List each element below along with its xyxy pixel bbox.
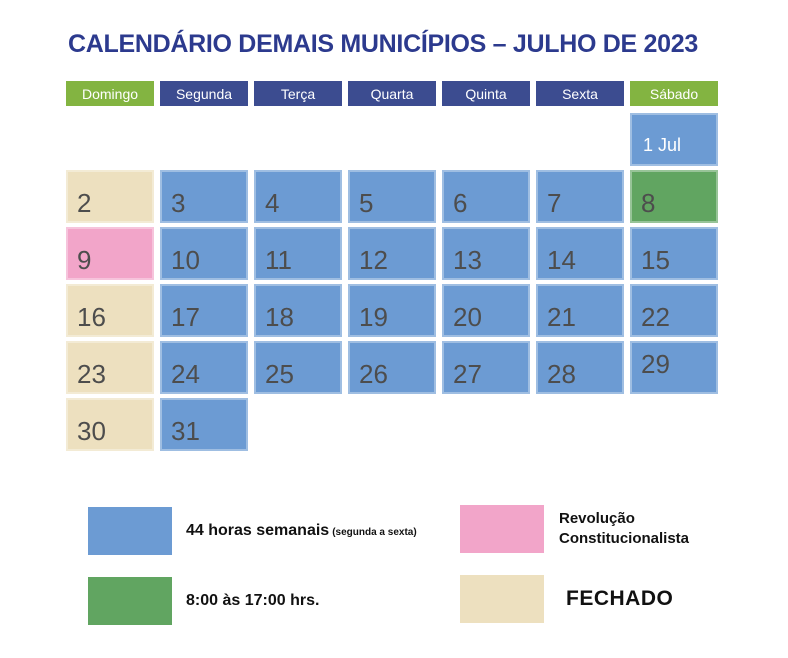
empty-cell (536, 398, 624, 451)
day-number: 31 (171, 416, 200, 446)
day-cell-19: 19 (348, 284, 436, 337)
day-number: 25 (265, 359, 294, 389)
empty-cell (630, 398, 718, 451)
empty-cell (66, 113, 154, 166)
legend-label-revolucao: Revolução Constitucionalista (559, 509, 690, 547)
day-cell-15: 15 (630, 227, 718, 280)
legend-note-segunda-a-sexta: (segunda a sexta) (332, 527, 417, 538)
day-number: 1 Jul (643, 135, 682, 155)
legend-text-44-horas: 44 horas semanais (segunda a sexta) (186, 522, 417, 540)
day-cell-21: 21 (536, 284, 624, 337)
day-number: 15 (641, 245, 670, 275)
legend-swatch-fechado (460, 575, 544, 623)
weekday-header-segunda: Segunda (160, 81, 248, 106)
day-number: 2 (77, 188, 92, 218)
calendar: Domingo Segunda Terça Quarta Quinta Sexta Sába… (66, 81, 718, 451)
day-number: 30 (77, 416, 106, 446)
day-cell-17: 17 (160, 284, 248, 337)
weekday-header-sabado: Sábado (630, 81, 718, 106)
empty-cell (160, 113, 248, 166)
day-cell-24: 24 (160, 341, 248, 394)
empty-cell (254, 113, 342, 166)
day-number: 21 (547, 302, 576, 332)
day-cell-29: 29 (630, 341, 718, 394)
day-number: 24 (171, 359, 200, 389)
day-cell-13: 13 (442, 227, 530, 280)
day-number: 29 (641, 349, 670, 379)
day-cell-20: 20 (442, 284, 530, 337)
empty-cell (348, 398, 436, 451)
day-number: 27 (453, 359, 482, 389)
day-cell-26: 26 (348, 341, 436, 394)
legend-item-fechado: FECHADO (460, 575, 673, 623)
day-number: 4 (265, 188, 280, 218)
day-number: 14 (547, 245, 576, 275)
day-number: 11 (265, 245, 292, 275)
day-cell-30: 30 (66, 398, 154, 451)
weekday-header-sexta: Sexta (536, 81, 624, 106)
legend-swatch-revolucao (460, 505, 544, 553)
day-number: 18 (265, 302, 294, 332)
day-number: 9 (77, 245, 92, 275)
day-cell-8: 8 (630, 170, 718, 223)
empty-cell (348, 113, 436, 166)
day-number: 22 (641, 302, 670, 332)
legend-swatch-44-horas (88, 507, 172, 555)
day-cell-22: 22 (630, 284, 718, 337)
day-cell-18: 18 (254, 284, 342, 337)
legend-item-44-horas: 44 horas semanais (segunda a sexta) (88, 507, 417, 555)
weekday-header-domingo: Domingo (66, 81, 154, 106)
day-number: 6 (453, 188, 468, 218)
day-number: 10 (171, 245, 200, 275)
day-cell-23: 23 (66, 341, 154, 394)
day-number: 20 (453, 302, 482, 332)
day-number: 28 (547, 359, 576, 389)
legend-label-horario: 8:00 às 17:00 hrs. (186, 592, 320, 609)
weekday-header-quinta: Quinta (442, 81, 530, 106)
weekday-header-row: Domingo Segunda Terça Quarta Quinta Sexta Sába… (66, 81, 718, 106)
day-cell-7: 7 (536, 170, 624, 223)
empty-cell (254, 398, 342, 451)
day-cell-3: 3 (160, 170, 248, 223)
day-cell-27: 27 (442, 341, 530, 394)
day-number: 23 (77, 359, 106, 389)
legend-label-44-horas: 44 horas semanais (186, 522, 330, 539)
day-cell-31: 31 (160, 398, 248, 451)
day-cell-6: 6 (442, 170, 530, 223)
weekday-header-quarta: Quarta (348, 81, 436, 106)
day-number: 5 (359, 188, 374, 218)
empty-cell (442, 398, 530, 451)
day-number: 19 (359, 302, 388, 332)
day-number: 3 (171, 188, 186, 218)
day-number: 7 (547, 188, 562, 218)
day-cell-1-jul: 1 Jul (630, 113, 718, 166)
day-cell-4: 4 (254, 170, 342, 223)
day-cell-25: 25 (254, 341, 342, 394)
empty-cell (536, 113, 624, 166)
legend-swatch-horario (88, 577, 172, 625)
page-title: CALENDÁRIO DEMAIS MUNICÍPIOS – JULHO DE … (68, 30, 698, 58)
day-number: 17 (171, 302, 200, 332)
day-number: 26 (359, 359, 388, 389)
legend-item-revolucao: Revolução Constitucionalista (460, 505, 719, 553)
legend-item-horario: 8:00 às 17:00 hrs. (88, 577, 319, 625)
day-number: 8 (641, 188, 656, 218)
day-cell-16: 16 (66, 284, 154, 337)
empty-cell (442, 113, 530, 166)
day-number: 13 (453, 245, 482, 275)
day-cell-5: 5 (348, 170, 436, 223)
day-cell-11: 11 (254, 227, 342, 280)
day-cell-9: 9 (66, 227, 154, 280)
day-cell-12: 12 (348, 227, 436, 280)
weekday-header-terca: Terça (254, 81, 342, 106)
day-cell-10: 10 (160, 227, 248, 280)
calendar-grid: 1 Jul 2 3 4 5 6 7 8 9 10 11 12 13 14 15 16 17 18 19 20 21 22 2… (66, 113, 718, 451)
day-number: 12 (359, 245, 388, 275)
day-cell-14: 14 (536, 227, 624, 280)
legend-label-fechado: FECHADO (566, 587, 674, 610)
day-cell-2: 2 (66, 170, 154, 223)
day-cell-28: 28 (536, 341, 624, 394)
day-number: 16 (77, 302, 106, 332)
